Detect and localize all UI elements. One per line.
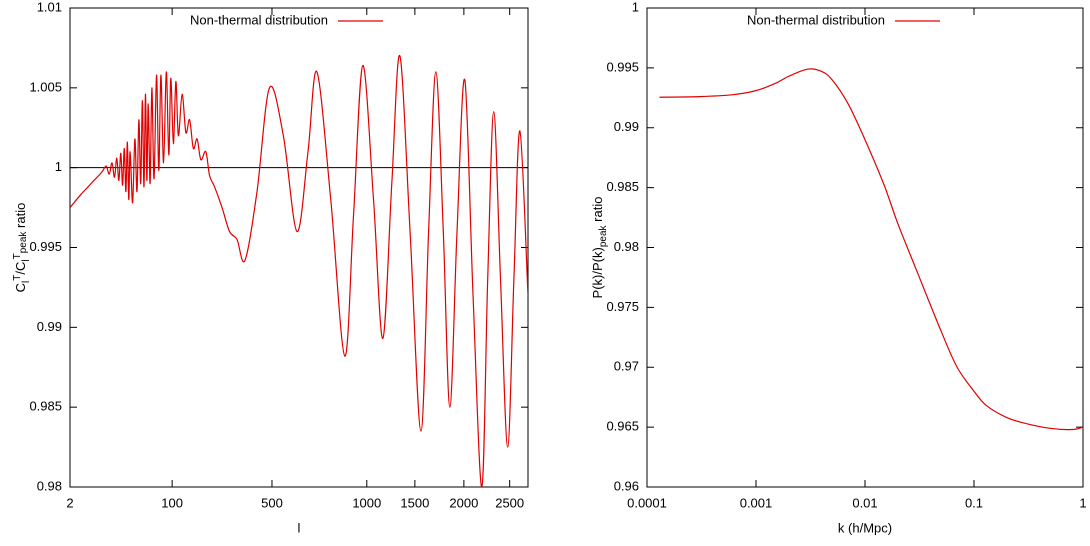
x-axis-label: k (h/Mpc)	[838, 520, 892, 535]
x-tick-label: 500	[261, 495, 283, 510]
plot-frame	[646, 7, 1084, 488]
x-axis-label: l	[298, 520, 301, 535]
y-tick-label: 0.98	[614, 239, 639, 254]
y-label-part: P(k)/P(k)	[590, 247, 605, 298]
y-tick-label: 0.975	[606, 299, 639, 314]
y-tick-label: 1.005	[29, 79, 62, 94]
y-label-part: T	[12, 275, 23, 281]
y-axis-label: P(k)/P(k)peak ratio	[590, 197, 608, 299]
plot-frame	[69, 7, 529, 488]
legend-label: Non-thermal distribution	[190, 12, 328, 27]
y-tick-label: 0.96	[614, 478, 639, 493]
y-tick-label: 0.995	[606, 59, 639, 74]
y-tick-label: 0.98	[37, 478, 62, 493]
y-label-part: C	[13, 283, 28, 292]
x-tick-label: 0.001	[740, 495, 773, 510]
series-line	[70, 55, 528, 487]
y-tick-label: 1.01	[37, 0, 62, 14]
legend-label: Non-thermal distribution	[747, 12, 885, 27]
x-tick-label: 1000	[352, 495, 381, 510]
y-tick-label: 0.965	[606, 419, 639, 434]
y-label-part: /C	[13, 262, 28, 275]
y-label-part: ratio	[590, 197, 605, 226]
x-tick-label: 0.1	[965, 495, 983, 510]
y-label-part: ratio	[13, 203, 28, 232]
series-line	[659, 68, 1083, 431]
y-tick-label: 0.985	[606, 179, 639, 194]
y-label-part: l	[21, 259, 32, 261]
y-tick-label: 1	[632, 0, 639, 14]
y-tick-label: 0.99	[614, 119, 639, 134]
x-tick-label: 100	[161, 495, 183, 510]
y-tick-label: 1	[55, 159, 62, 174]
x-tick-label: 2000	[449, 495, 478, 510]
x-tick-label: 0.0001	[627, 495, 667, 510]
x-tick-label: 0.01	[852, 495, 877, 510]
y-label-part: peak	[598, 224, 609, 247]
x-tick-label: 1500	[400, 495, 429, 510]
y-label-part: l	[21, 281, 32, 283]
y-tick-label: 0.995	[29, 239, 62, 254]
y-label-part: T	[12, 253, 23, 259]
x-tick-label: 1	[1079, 495, 1086, 510]
y-tick-label: 0.97	[614, 359, 639, 374]
y-tick-label: 0.985	[29, 399, 62, 414]
x-tick-label: 2500	[495, 495, 524, 510]
y-axis-label: ClT/ClTpeak ratio	[12, 203, 32, 293]
x-tick-label: 2	[66, 495, 73, 510]
y-tick-label: 0.99	[37, 319, 62, 334]
y-label-part: peak	[18, 231, 29, 254]
